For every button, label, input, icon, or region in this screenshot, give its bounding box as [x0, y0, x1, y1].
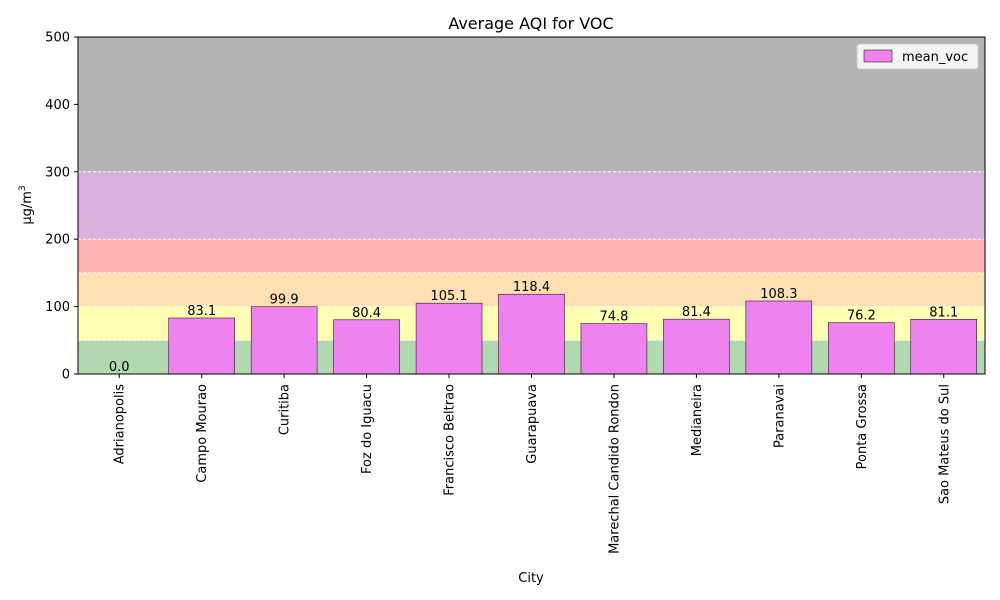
- bar: [745, 300, 813, 375]
- data-label: 0.0: [109, 360, 130, 375]
- legend-label: mean_voc: [902, 50, 968, 65]
- y-axis-title-superscript: 3: [18, 185, 28, 191]
- y-tick-label: 300: [45, 165, 70, 180]
- x-tick-label: Ponta Grossa: [855, 384, 870, 469]
- y-tick-label: 200: [45, 233, 70, 248]
- y-tick-label: 500: [45, 31, 70, 46]
- x-tick-label: Sao Mateus do Sul: [937, 384, 952, 504]
- data-label: 81.1: [929, 305, 958, 320]
- y-tick-label: 0: [62, 368, 70, 383]
- bars: [168, 293, 978, 375]
- legend: mean_voc: [856, 43, 979, 70]
- bar: [250, 306, 318, 375]
- x-tick-label: Foz do Iguacu: [360, 384, 375, 474]
- aqi-band-5: [78, 37, 985, 172]
- y-axis-title: µg/m3: [18, 185, 35, 224]
- data-label: 83.1: [187, 304, 216, 319]
- x-axis-title: City: [518, 571, 544, 586]
- data-labels: 0.0 83.1 99.9 80.4 105.1 118.4 74.8 81.4 108.3 76…: [109, 280, 958, 375]
- bar: [663, 318, 730, 375]
- x-tick-label: Guarapuava: [525, 384, 540, 464]
- x-tick-label: Francisco Beltrao: [443, 384, 458, 496]
- bar: [498, 293, 565, 375]
- x-tick-label: Paranavai: [772, 384, 787, 448]
- legend-swatch: [863, 49, 893, 63]
- data-label: 80.4: [352, 306, 381, 321]
- chart-title: Average AQI for VOC: [448, 14, 613, 33]
- y-axis-title-unit: µg/m: [20, 191, 35, 225]
- data-label: 108.3: [760, 287, 797, 302]
- data-label: 76.2: [847, 309, 876, 324]
- bar: [580, 323, 648, 375]
- x-tick-label: Campo Mourao: [195, 384, 210, 483]
- x-tick-label: Adrianopolis: [113, 384, 128, 464]
- data-label: 118.4: [513, 280, 550, 295]
- y-axis: 0 100 200 300 400 500: [45, 31, 78, 383]
- x-tick-label: Curitiba: [278, 384, 293, 435]
- bar: [415, 302, 483, 375]
- data-label: 74.8: [599, 310, 628, 325]
- bar: [333, 319, 400, 375]
- x-tick-label: Marechal Candido Rondon: [607, 384, 622, 554]
- y-tick-label: 400: [45, 98, 70, 113]
- aqi-band-3: [78, 239, 985, 273]
- aqi-band-4: [78, 171, 985, 240]
- bar: [910, 319, 978, 375]
- data-label: 81.4: [682, 305, 711, 320]
- bar: [168, 317, 235, 375]
- data-label: 99.9: [270, 293, 299, 308]
- y-tick-label: 100: [45, 300, 70, 315]
- data-label: 105.1: [430, 289, 467, 304]
- x-tick-label: Medianeira: [690, 384, 705, 456]
- bar: [828, 322, 895, 375]
- x-axis: Adrianopolis Campo Mourao Curitiba Foz do I…: [113, 374, 952, 554]
